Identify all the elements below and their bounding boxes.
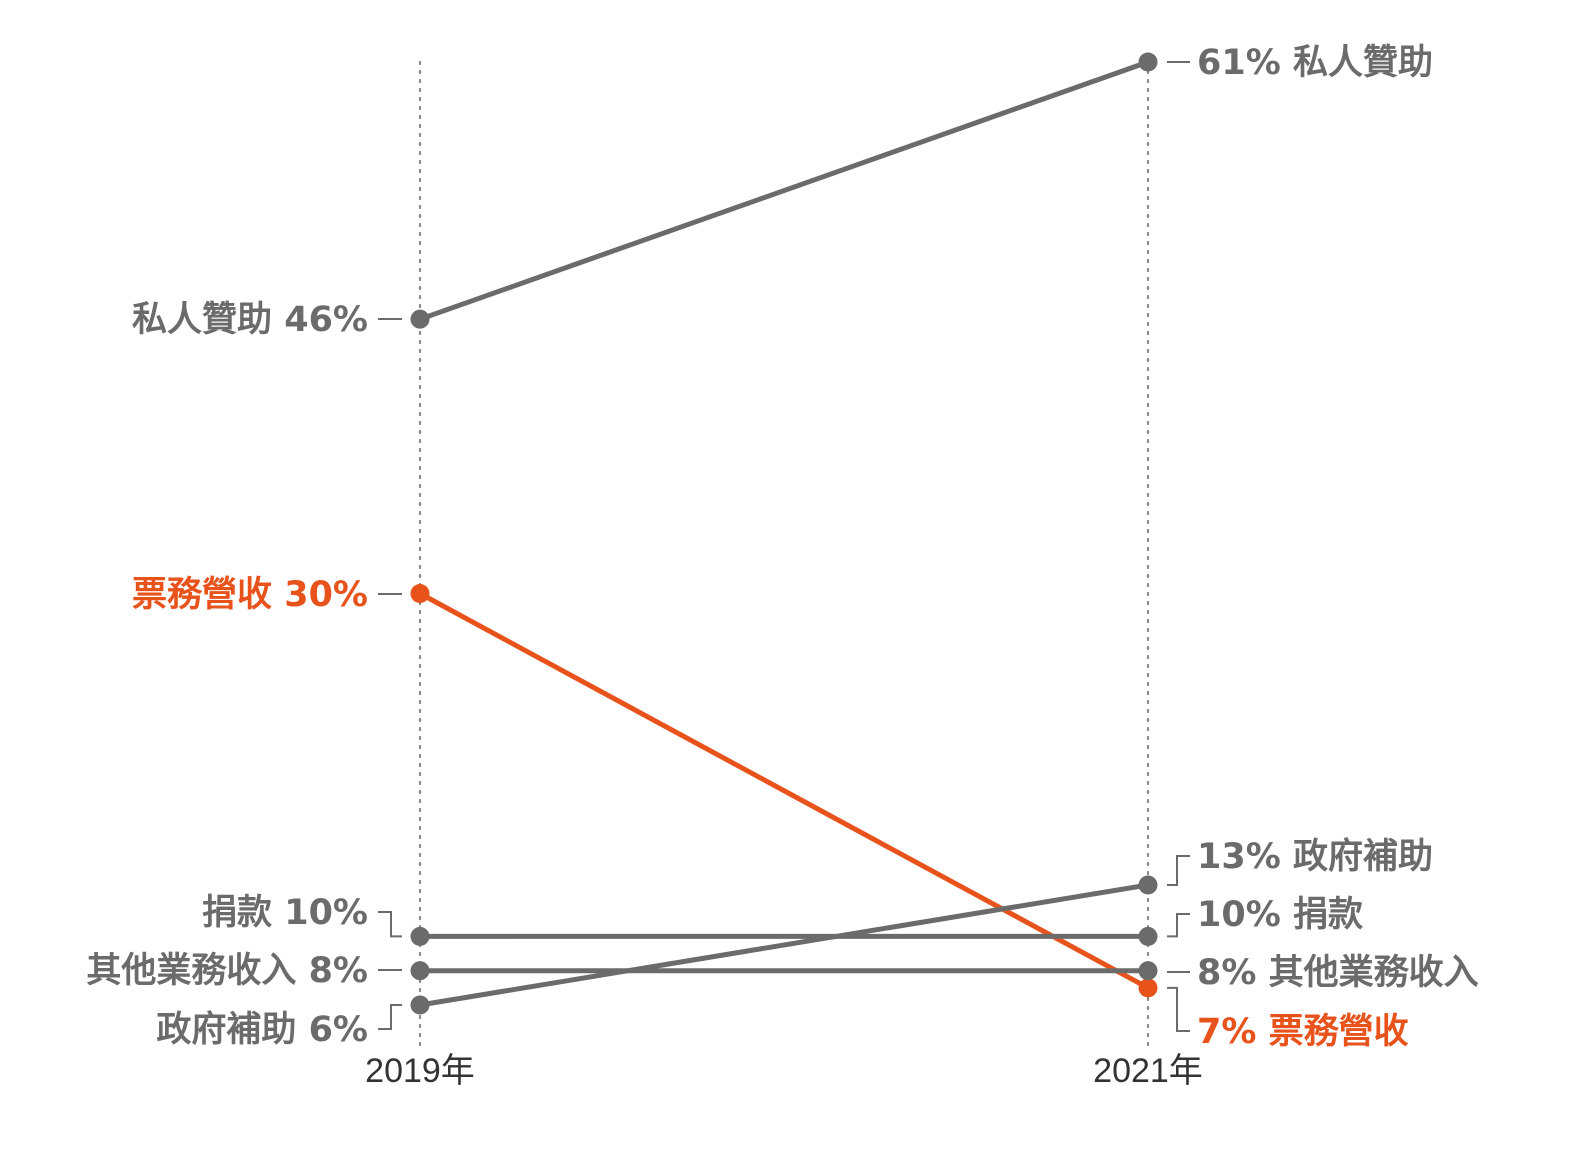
point-2019-government-subsidy [410, 995, 430, 1015]
leader-right-donations [1167, 913, 1190, 938]
point-2019-other-business-income [410, 961, 430, 981]
point-2019-donations [410, 926, 430, 946]
right-label-government-subsidy: 13% 政府補助 [1197, 836, 1433, 877]
left-label-other-business-income: 其他業務收入 8% [86, 951, 368, 991]
series-points [410, 52, 1158, 1015]
label-leaders [378, 61, 1190, 1032]
point-2021-private-sponsorship [1138, 52, 1158, 72]
right-label-ticket-revenue: 7% 票務營收 [1197, 1012, 1409, 1052]
point-2021-donations [1138, 926, 1158, 946]
point-2019-ticket-revenue [410, 584, 430, 604]
series-line-government-subsidy [417, 882, 1151, 1008]
leader-left-donations [378, 911, 402, 938]
right-label-donations: 10% 捐款 [1197, 895, 1363, 935]
point-2021-ticket-revenue [1138, 978, 1158, 998]
point-2021-other-business-income [1138, 961, 1158, 981]
series-line-private-sponsorship [417, 59, 1151, 322]
leader-right-government-subsidy [1167, 855, 1190, 886]
year-axes: 2019年 2021年 [365, 60, 1203, 1090]
right-label-other-business-income: 8% 其他業務收入 [1197, 953, 1479, 993]
left-label-donations: 捐款 10% [202, 893, 368, 933]
right-label-private-sponsorship: 61% 私人贊助 [1197, 43, 1433, 83]
point-2021-government-subsidy [1138, 875, 1158, 895]
series-line-ticket-revenue [417, 591, 1151, 991]
point-2019-private-sponsorship [410, 309, 430, 329]
leader-left-government-subsidy [378, 1004, 402, 1030]
x-tick-label-2021: 2021年 [1093, 1052, 1203, 1090]
left-label-ticket-revenue: 票務營收 30% [132, 575, 368, 615]
left-label-government-subsidy: 政府補助 6% [156, 1009, 368, 1050]
leader-right-ticket-revenue [1167, 986, 1190, 1032]
left-label-private-sponsorship: 私人贊助 46% [132, 300, 368, 340]
x-tick-label-2019: 2019年 [365, 1052, 475, 1090]
series-lines [417, 59, 1151, 1008]
series-labels: 私人贊助 46% 票務營收 30% 捐款 10% 其他業務收入 8% 政府補助 … [86, 43, 1478, 1052]
